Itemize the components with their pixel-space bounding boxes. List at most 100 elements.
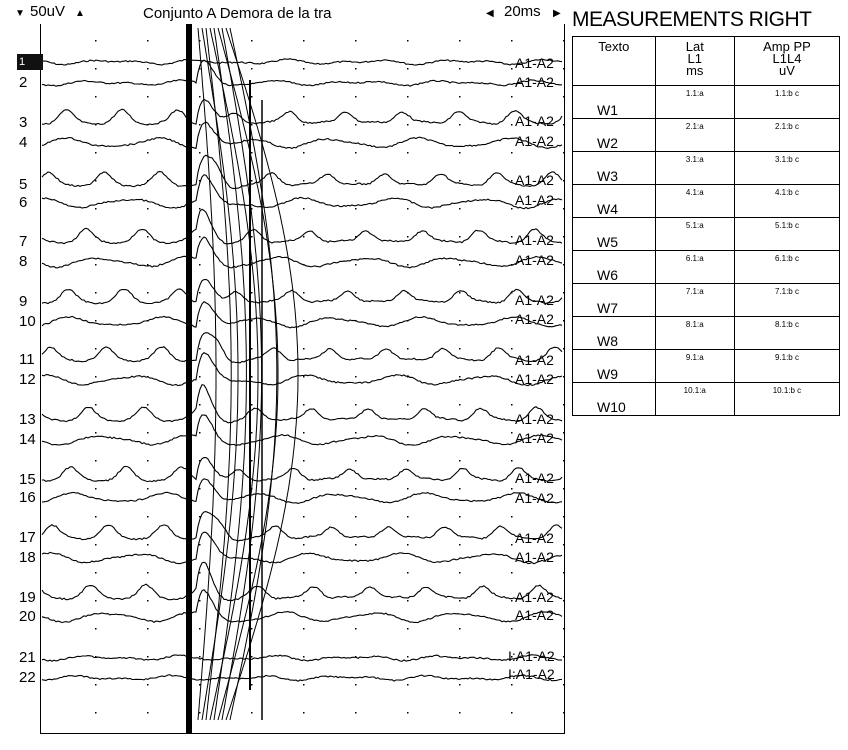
channel-trace [42, 99, 562, 125]
measurement-row[interactable]: W9 9.1:a 9.1:b c [573, 350, 840, 383]
grid-dot [251, 544, 253, 546]
channel-number[interactable]: 20 [19, 609, 41, 625]
grid-dot [459, 152, 461, 154]
measurement-latency: 4.1:a [655, 185, 734, 218]
grid-dot [563, 600, 565, 602]
measurement-label: W5 [573, 218, 656, 251]
grid-dot [303, 208, 305, 210]
grid-dot [459, 236, 461, 238]
grid-dot [407, 460, 409, 462]
grid-dot [147, 516, 149, 518]
channel-number[interactable]: 18 [19, 550, 41, 566]
grid-dot [563, 488, 565, 490]
channel-number[interactable]: 19 [19, 590, 41, 606]
channel-number[interactable]: 17 [19, 530, 41, 546]
channel-number[interactable]: 4 [19, 135, 41, 151]
grid-dot [95, 152, 97, 154]
grid-dot [459, 684, 461, 686]
channel-number[interactable]: 16 [19, 490, 41, 506]
measurement-label: W8 [573, 317, 656, 350]
measurement-row[interactable]: W4 4.1:a 4.1:b c [573, 185, 840, 218]
measurement-row[interactable]: W8 8.1:a 8.1:b c [573, 317, 840, 350]
header-lat: Lat L1 ms [655, 37, 734, 86]
grid-dot [95, 348, 97, 350]
grid-dot [511, 96, 513, 98]
channel-number[interactable]: 9 [19, 294, 41, 310]
channel-number[interactable]: 5 [19, 177, 41, 193]
grid-dot [303, 488, 305, 490]
grid-dot [511, 40, 513, 42]
measurement-row[interactable]: W2 2.1:a 2.1:b c [573, 119, 840, 152]
channel-number[interactable]: 14 [19, 432, 41, 448]
channel-trace [42, 122, 562, 149]
measurement-row[interactable]: W6 6.1:a 6.1:b c [573, 251, 840, 284]
grid-dot [303, 348, 305, 350]
grid-dot [355, 348, 357, 350]
grid-dot [407, 572, 409, 574]
measurement-row[interactable]: W5 5.1:a 5.1:b c [573, 218, 840, 251]
measurement-label: W2 [573, 119, 656, 152]
channel-number[interactable]: 15 [19, 472, 41, 488]
grid-dot [199, 124, 201, 126]
grid-dot [459, 68, 461, 70]
measurement-latency: 6.1:a [655, 251, 734, 284]
channel-number[interactable]: 11 [19, 352, 41, 368]
grid-dot [407, 488, 409, 490]
measurement-row[interactable]: W7 7.1:a 7.1:b c [573, 284, 840, 317]
grid-dot [563, 712, 565, 714]
channel-number[interactable]: 7 [19, 234, 41, 250]
grid-dot [563, 152, 565, 154]
grid-dot [303, 320, 305, 322]
grid-dot [563, 516, 565, 518]
channel-number[interactable]: 21 [19, 650, 41, 666]
derivation-label: A1-A2 [515, 192, 554, 208]
grid-dot [459, 40, 461, 42]
grid-dot [511, 348, 513, 350]
channel-number[interactable]: 13 [19, 412, 41, 428]
measurement-row[interactable]: W3 3.1:a 3.1:b c [573, 152, 840, 185]
grid-dot [407, 152, 409, 154]
grid-dot [199, 236, 201, 238]
grid-dot [251, 124, 253, 126]
measurement-row[interactable]: W10 10.1:a 10.1:b c [573, 383, 840, 416]
channel-number[interactable]: 1 [17, 54, 43, 70]
grid-dot [147, 488, 149, 490]
grid-dot [355, 544, 357, 546]
grid-dot [407, 124, 409, 126]
grid-dot [459, 600, 461, 602]
grid-dot [407, 628, 409, 630]
measurement-latency: 9.1:a [655, 350, 734, 383]
channel-number[interactable]: 10 [19, 314, 41, 330]
grid-dot [511, 152, 513, 154]
grid-dot [355, 264, 357, 266]
grid-dot [251, 460, 253, 462]
channel-number[interactable]: 8 [19, 254, 41, 270]
channel-trace [42, 155, 562, 188]
grid-dot [563, 376, 565, 378]
grid-dot [511, 376, 513, 378]
grid-dot [459, 404, 461, 406]
channel-number[interactable]: 12 [19, 372, 41, 388]
grid-dot [303, 460, 305, 462]
channel-number[interactable]: 22 [19, 670, 41, 686]
channel-trace [42, 385, 562, 423]
measurement-amplitude: 8.1:b c [734, 317, 839, 350]
measurements-title: MEASUREMENTS RIGHT [572, 8, 812, 32]
stimulus-marker [186, 24, 192, 734]
grid-dot [251, 432, 253, 434]
grid-dot [199, 264, 201, 266]
channel-number[interactable]: 2 [19, 75, 41, 91]
measurement-row[interactable]: W1 1.1:a 1.1:b c [573, 86, 840, 119]
grid-dot [563, 68, 565, 70]
channel-number[interactable]: 6 [19, 195, 41, 211]
measurement-amplitude: 9.1:b c [734, 350, 839, 383]
grid-dot [355, 124, 357, 126]
grid-dot [303, 96, 305, 98]
grid-dot [147, 460, 149, 462]
grid-dot [199, 96, 201, 98]
grid-dot [459, 572, 461, 574]
grid-dot [95, 600, 97, 602]
grid-dot [199, 376, 201, 378]
grid-dot [459, 264, 461, 266]
channel-number[interactable]: 3 [19, 115, 41, 131]
